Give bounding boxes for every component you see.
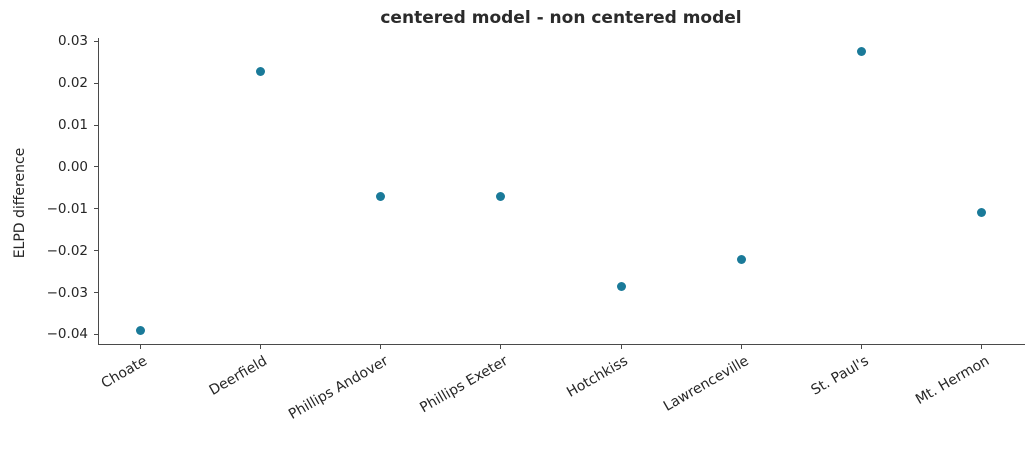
data-point-phillips-exeter [496, 191, 506, 201]
y-tick-mark [94, 333, 98, 335]
data-point-phillips-andover [376, 191, 386, 201]
data-point-choate [135, 325, 145, 335]
x-tick-mark [380, 345, 382, 349]
x-tick-label: Phillips Exeter [417, 353, 511, 417]
y-tick-label: −0.02 [46, 242, 88, 259]
x-tick-label: Mt. Hermon [912, 353, 992, 408]
x-tick-mark [861, 345, 863, 349]
plot-area [98, 38, 1025, 345]
y-tick-mark [94, 250, 98, 252]
x-tick-label: Phillips Andover [285, 353, 391, 423]
data-point-mt-hermon [977, 208, 987, 218]
y-tick-label: 0.03 [57, 33, 88, 50]
y-tick-mark [94, 40, 98, 42]
x-tick-mark [259, 345, 261, 349]
y-tick-label: 0.01 [57, 117, 88, 134]
y-tick-label: −0.03 [46, 284, 88, 301]
x-tick-label: Choate [98, 353, 151, 392]
y-tick-mark [94, 124, 98, 126]
y-tick-label: 0.02 [57, 75, 88, 92]
data-point-lawrenceville [736, 254, 746, 264]
x-tick-mark [139, 345, 141, 349]
x-tick-label: Hotchkiss [564, 353, 632, 401]
y-tick-label: −0.04 [46, 326, 88, 343]
y-tick-mark [94, 208, 98, 210]
x-tick-mark [500, 345, 502, 349]
x-tick-label: Deerfield [206, 353, 271, 399]
data-point-hotchkiss [616, 281, 626, 291]
y-tick-mark [94, 166, 98, 168]
x-tick-mark [981, 345, 983, 349]
chart-title: centered model - non centered model [380, 8, 742, 28]
x-tick-label: Lawrenceville [660, 353, 752, 415]
x-tick-mark [740, 345, 742, 349]
x-tick-mark [620, 345, 622, 349]
x-tick-label: St. Paul's [808, 353, 872, 399]
y-tick-label: −0.01 [46, 200, 88, 217]
data-point-st-paul-s [857, 47, 867, 57]
y-tick-mark [94, 82, 98, 84]
y-tick-mark [94, 292, 98, 293]
data-point-deerfield [255, 67, 265, 77]
y-tick-label: 0.00 [57, 158, 88, 175]
